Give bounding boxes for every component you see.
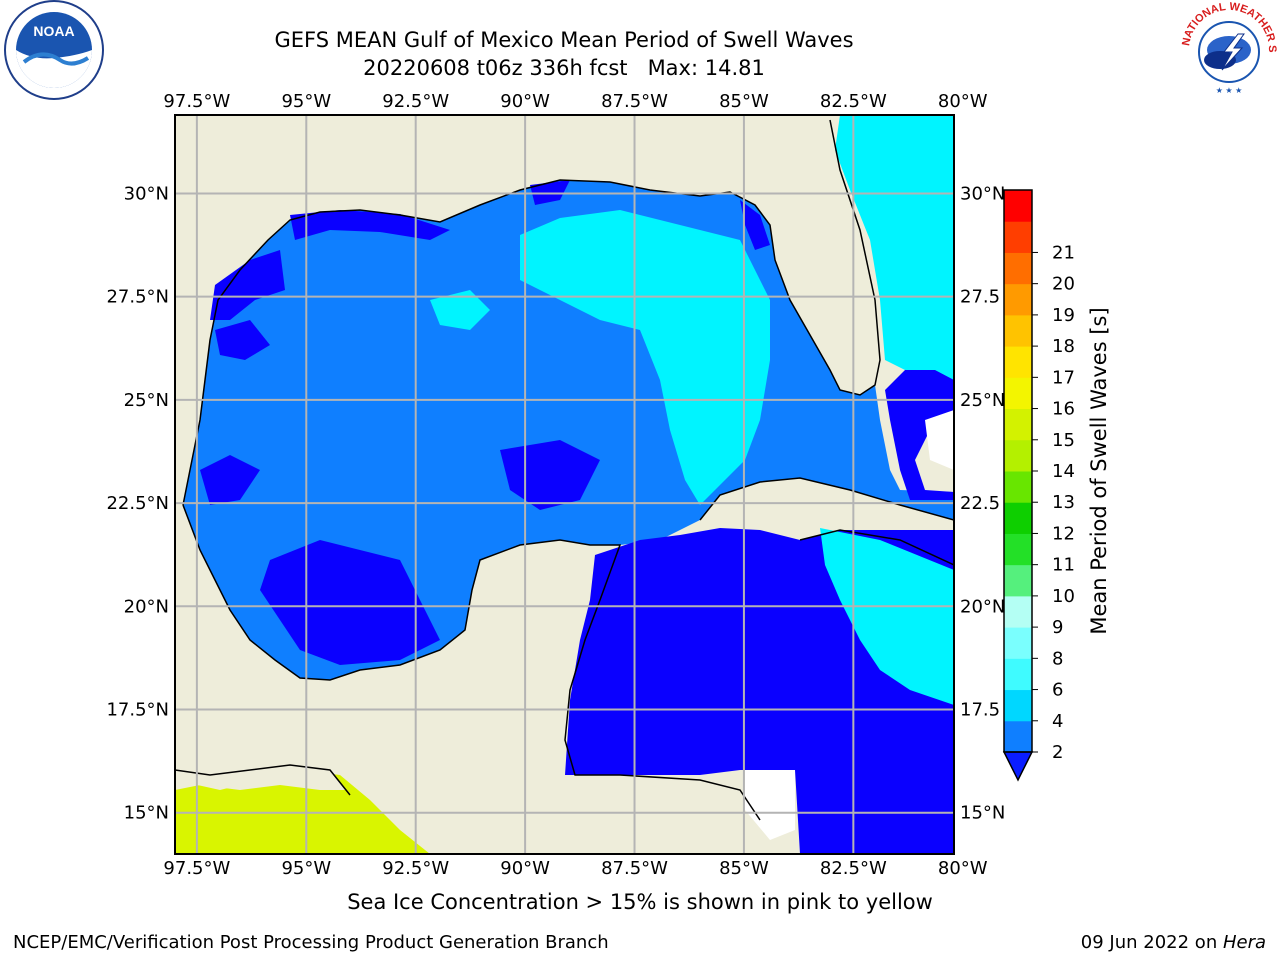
colorbar-segment [1004, 377, 1032, 410]
colorbar-segment [1004, 408, 1032, 441]
lon-label-bottom: 92.5°W [382, 858, 449, 879]
colorbar-segment [1004, 533, 1032, 566]
no-data-patch [925, 410, 954, 470]
colorbar-segment [1004, 658, 1032, 691]
lon-label-top: 90°W [500, 91, 550, 112]
svg-text:★ ★ ★: ★ ★ ★ [1216, 86, 1243, 95]
lon-label-bottom: 97.5°W [163, 858, 230, 879]
lon-label-bottom: 82.5°W [820, 858, 887, 879]
colorbar-label: Mean Period of Swell Waves [s] [1087, 307, 1111, 634]
lat-label-left: 17.5°N [106, 700, 169, 721]
colorbar-tick-label: 19 [1052, 305, 1075, 326]
lat-label-right: 25°N [960, 390, 1005, 411]
lon-label-top: 82.5°W [820, 91, 887, 112]
coastline [182, 504, 761, 821]
gulf-deep-blue-band [210, 250, 285, 320]
colorbar-tick-label: 13 [1052, 492, 1075, 513]
colorbar-segment [1004, 439, 1032, 472]
svg-text:NOAA: NOAA [33, 23, 74, 39]
coastline [175, 764, 351, 796]
lat-label-right: 22.5 [960, 493, 1000, 514]
gulf-deep-blue-band [200, 455, 260, 505]
lon-label-top: 97.5°W [163, 91, 230, 112]
coastline [699, 477, 954, 521]
colorbar-segment [1004, 252, 1032, 285]
lat-label-right: 27.5 [960, 287, 1000, 308]
lon-label-bottom: 80°W [938, 858, 988, 879]
footer-date: 09 Jun 2022 on Hera [1081, 932, 1266, 953]
lon-label-top: 80°W [938, 91, 988, 112]
colorbar-extend-arrow [1002, 751, 1034, 782]
colorbar-segment [1004, 221, 1032, 253]
colorbar-tick-label: 6 [1052, 680, 1063, 701]
lat-label-left: 15°N [124, 803, 169, 824]
colorbar-tick-label: 9 [1052, 617, 1063, 638]
noaa-logo-icon: NOAA [4, 0, 104, 100]
footer-credit: NCEP/EMC/Verification Post Processing Pr… [13, 932, 609, 953]
colorbar-tick-label: 10 [1052, 586, 1075, 607]
atlantic-swell-field [835, 115, 954, 395]
colorbar-tick-label: 4 [1052, 711, 1063, 732]
colorbar-tick-label: 16 [1052, 399, 1075, 420]
lat-label-right: 17.5 [960, 700, 1000, 721]
lat-label-right: 20°N [960, 596, 1005, 617]
gulf-deep-blue-band [215, 320, 270, 360]
chart-subtitle: 20220608 t06z 336h fcst Max: 14.81 [363, 56, 765, 80]
gulf-deep-blue-band [885, 370, 954, 500]
footer-host: Hera [1222, 932, 1266, 953]
colorbar-segment [1004, 190, 1032, 222]
colorbar-segment [1004, 689, 1032, 722]
colorbar-tick-label: 18 [1052, 336, 1075, 357]
map-field [175, 115, 954, 854]
colorbar-segment [1004, 471, 1032, 503]
no-data-patch [745, 770, 795, 840]
gulf-deep-blue-band [740, 200, 770, 250]
lat-label-right: 15°N [960, 803, 1005, 824]
lat-label-left: 22.5°N [106, 493, 169, 514]
colorbar-tick-label: 14 [1052, 461, 1075, 482]
colorbar-segment [1004, 314, 1032, 347]
colorbar-tick-label: 21 [1052, 242, 1075, 263]
colorbar-segment [1004, 502, 1032, 534]
colorbar-segment [1004, 627, 1032, 659]
lon-label-top: 92.5°W [382, 91, 449, 112]
gulf-deep-blue-band [260, 540, 440, 665]
lat-label-right: 30°N [960, 183, 1005, 204]
lon-label-bottom: 87.5°W [601, 858, 668, 879]
lon-label-top: 87.5°W [601, 91, 668, 112]
colorbar-tick-label: 12 [1052, 523, 1075, 544]
lat-label-left: 20°N [124, 596, 169, 617]
colorbar-tick-label: 20 [1052, 274, 1075, 295]
pacific-coast-land [175, 765, 345, 790]
lon-label-bottom: 90°W [500, 858, 550, 879]
nws-logo-icon: NATIONAL WEATHER SERVICE ★ ★ ★ [1178, 0, 1278, 97]
colorbar-segment [1004, 564, 1032, 597]
colorbar-segment [1004, 346, 1032, 378]
chart-title: GEFS MEAN Gulf of Mexico Mean Period of … [274, 28, 854, 52]
coastline [182, 119, 881, 506]
footer-date-text: 09 Jun 2022 on [1080, 932, 1223, 953]
lat-label-left: 25°N [124, 390, 169, 411]
lon-label-top: 95°W [281, 91, 331, 112]
colorbar-tick-label: 15 [1052, 430, 1075, 451]
colorbar-segment [1004, 720, 1032, 753]
coastline [799, 529, 954, 566]
gulf-cyan-patch [430, 290, 490, 330]
colorbar-segment [1004, 595, 1032, 628]
gulf-cyan-plume [520, 210, 770, 505]
colorbar-tick-label: 11 [1052, 555, 1075, 576]
colorbar-segment [1004, 283, 1032, 316]
sea-ice-note: Sea Ice Concentration > 15% is shown in … [347, 890, 933, 914]
lat-label-left: 27.5°N [106, 287, 169, 308]
colorbar-tick-label: 17 [1052, 367, 1075, 388]
lon-label-bottom: 95°W [281, 858, 331, 879]
lon-label-bottom: 85°W [719, 858, 769, 879]
colorbar-tick-label: 8 [1052, 648, 1063, 669]
colorbar-tick-label: 2 [1052, 742, 1063, 763]
lon-label-top: 85°W [719, 91, 769, 112]
lat-label-left: 30°N [124, 183, 169, 204]
map-frame [174, 114, 955, 855]
